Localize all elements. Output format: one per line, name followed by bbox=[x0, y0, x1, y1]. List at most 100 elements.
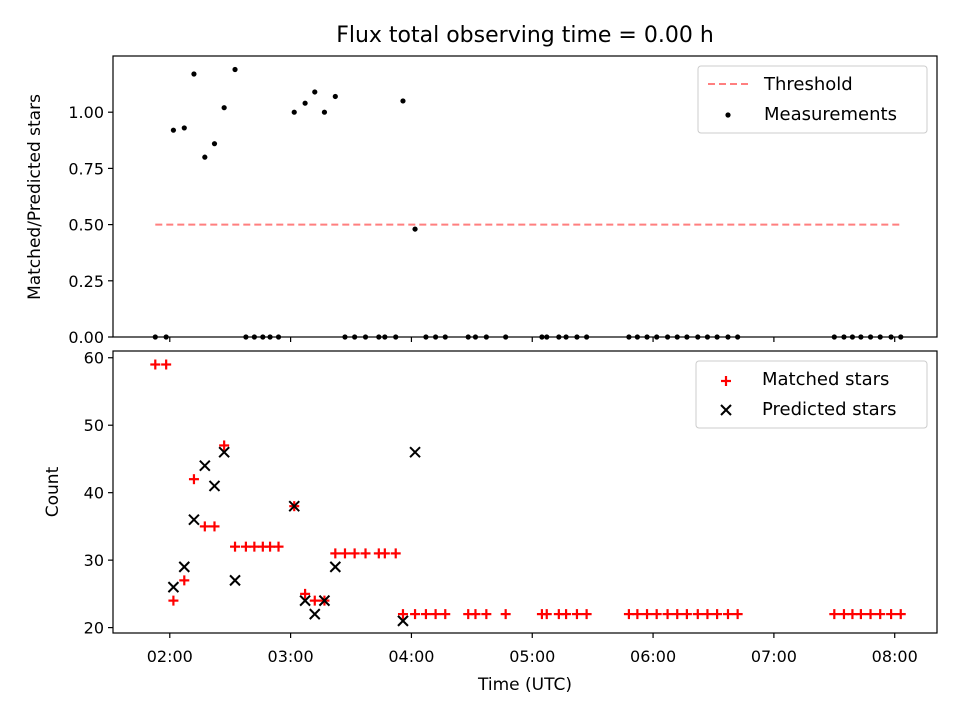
bottom-y-tick-label: 30 bbox=[84, 551, 104, 570]
top-ticks: 0.00 0.25 0.50 0.75 1.00 bbox=[68, 103, 896, 347]
matched-star-point bbox=[847, 609, 858, 620]
matched-star-point bbox=[561, 609, 572, 620]
predicted-star-point bbox=[397, 615, 409, 627]
x-tick-label: 02:00 bbox=[147, 647, 193, 666]
top-legend-box bbox=[697, 65, 928, 134]
matched-star-point bbox=[339, 548, 350, 559]
measurement-point bbox=[332, 93, 338, 100]
predicted-stars-legend-swatch bbox=[720, 404, 732, 416]
matched-star-point bbox=[219, 440, 230, 451]
matched-star-point bbox=[230, 541, 241, 552]
x-tick-label: 04:00 bbox=[388, 647, 434, 666]
matched-star-point bbox=[470, 609, 481, 620]
matched-star-point bbox=[397, 609, 408, 620]
bottom-y-tick-label: 60 bbox=[84, 349, 104, 368]
bottom-y-axis-label: Count bbox=[43, 466, 63, 517]
matched-star-point bbox=[410, 609, 421, 620]
top-y-tick-label: 0.75 bbox=[68, 159, 104, 178]
matched-star-point bbox=[855, 609, 866, 620]
predicted-star-point bbox=[218, 446, 230, 458]
matched-star-point bbox=[481, 609, 492, 620]
measurement-point bbox=[321, 109, 328, 115]
bottom-y-tick-label: 50 bbox=[84, 416, 104, 435]
top-y-tick-label: 1.00 bbox=[68, 103, 104, 122]
predicted-star-point bbox=[318, 594, 331, 607]
threshold-legend-label: Threshold bbox=[763, 74, 853, 95]
bottom-axes-frame bbox=[112, 350, 938, 634]
matched-star-point bbox=[240, 541, 251, 552]
measurement-point bbox=[232, 66, 238, 73]
matched-star-point bbox=[895, 609, 906, 620]
matched-star-point bbox=[420, 609, 431, 620]
matched-star-point bbox=[265, 541, 276, 552]
matched-star-point bbox=[541, 609, 552, 620]
x-axis-label: Time (UTC) bbox=[477, 675, 572, 695]
matched-star-point bbox=[309, 595, 320, 606]
matched-star-point bbox=[430, 609, 441, 620]
predicted-star-point bbox=[329, 561, 342, 573]
matched-star-point bbox=[662, 609, 673, 620]
matched-star-point bbox=[642, 609, 653, 620]
bottom-y-tick-label: 20 bbox=[84, 619, 104, 638]
predicted-star-point bbox=[309, 608, 321, 620]
predicted-star-point bbox=[167, 581, 180, 593]
matched-star-point bbox=[390, 548, 401, 559]
matched-star-point bbox=[349, 548, 360, 559]
measurement-point bbox=[221, 105, 227, 111]
matched-star-point bbox=[168, 595, 179, 606]
matched-star-point bbox=[681, 609, 692, 620]
matched-star-point bbox=[571, 609, 582, 620]
measurement-point bbox=[181, 125, 187, 131]
matched-star-point bbox=[440, 609, 451, 620]
matched-star-point bbox=[161, 359, 172, 370]
measurement-point bbox=[312, 89, 318, 95]
top-y-axis-label: Matched/Predicted stars bbox=[25, 94, 45, 300]
top-y-tick-label: 0.00 bbox=[68, 328, 104, 347]
matched-star-point bbox=[712, 609, 723, 620]
predicted-stars-legend-label: Predicted stars bbox=[762, 399, 896, 420]
x-tick-label: 07:00 bbox=[751, 647, 797, 666]
bottom-legend-box bbox=[695, 360, 928, 429]
matched-star-point bbox=[651, 609, 662, 620]
matched-star-point bbox=[500, 609, 511, 620]
x-tick-label: 06:00 bbox=[630, 647, 676, 666]
predicted-star-point bbox=[409, 446, 421, 458]
x-tick-label: 03:00 bbox=[268, 647, 314, 666]
predicted-star-point bbox=[208, 480, 221, 492]
predicted-star-point bbox=[178, 561, 190, 573]
top-y-tick-label: 0.25 bbox=[68, 272, 104, 291]
matched-stars-legend-label: Matched stars bbox=[762, 369, 889, 390]
measurements-legend-label: Measurements bbox=[764, 104, 897, 125]
bottom-plot-area bbox=[150, 359, 906, 627]
matched-star-point bbox=[150, 359, 161, 370]
matched-star-point bbox=[179, 575, 190, 586]
top-legend: Threshold Measurements bbox=[697, 65, 928, 134]
top-axes-frame bbox=[112, 55, 938, 338]
measurement-point bbox=[291, 109, 297, 115]
bottom-panel: 20 30 40 50 60 02:00 03:00 04:00 05:00 06:00 07:00… bbox=[43, 349, 938, 695]
matched-star-point bbox=[360, 548, 371, 559]
chart-title: Flux total observing time = 0.00 h bbox=[336, 23, 714, 48]
measurement-point bbox=[202, 154, 208, 160]
matched-star-point bbox=[209, 521, 220, 532]
x-tick-label: 05:00 bbox=[509, 647, 555, 666]
matched-star-point bbox=[692, 609, 703, 620]
predicted-star-point bbox=[188, 513, 200, 526]
matched-stars-legend-swatch bbox=[721, 376, 731, 386]
predicted-star-point bbox=[299, 594, 311, 607]
bottom-ticks: 20 30 40 50 60 02:00 03:00 04:00 05:00 06:00 07:00… bbox=[84, 349, 918, 666]
matched-star-point bbox=[188, 474, 199, 485]
x-tick-label: 08:00 bbox=[872, 647, 918, 666]
matched-star-point bbox=[722, 609, 733, 620]
matched-star-point bbox=[249, 541, 260, 552]
measurement-point bbox=[412, 226, 418, 232]
matched-star-point bbox=[875, 609, 886, 620]
matched-star-point bbox=[379, 548, 390, 559]
matched-star-point bbox=[199, 521, 210, 532]
predicted-star-point bbox=[229, 574, 241, 587]
bottom-y-tick-label: 40 bbox=[84, 484, 104, 503]
top-plot-area bbox=[152, 66, 904, 340]
matched-star-point bbox=[581, 609, 592, 620]
matched-star-point bbox=[672, 609, 683, 620]
